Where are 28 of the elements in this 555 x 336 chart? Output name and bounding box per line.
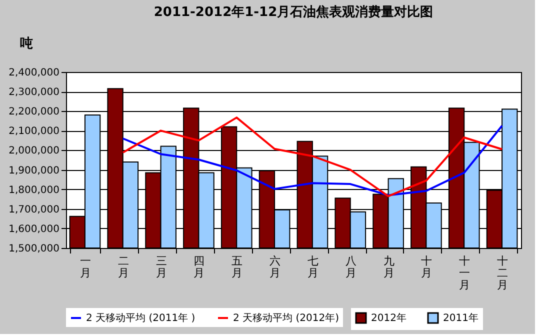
x-tick-label: 九月 xyxy=(383,254,394,280)
x-tick-label: 十月 xyxy=(421,254,432,280)
y-tick-label: 1,500,000 xyxy=(8,244,60,254)
x-tick-label: 七月 xyxy=(307,254,318,280)
chart-title: 2011-2012年1-12月石油焦表观消费量对比图 xyxy=(154,5,434,20)
x-tick-label: 三月 xyxy=(156,254,167,280)
x-tick-label: 一月 xyxy=(80,254,91,280)
x-tick-label: 四月 xyxy=(194,254,205,280)
y-tick-label: 1,700,000 xyxy=(8,204,60,216)
y-tick-label: 1,900,000 xyxy=(8,165,60,176)
x-tick-label: 二月 xyxy=(118,254,129,280)
y-tick-label: 1,800,000 xyxy=(8,184,60,196)
x-tick-label: 十一月 xyxy=(459,254,470,292)
x-tick-label: 六月 xyxy=(270,254,281,280)
y-tick-label: 2,300,000 xyxy=(8,87,60,98)
legend-label: 2 天移动平均 (2012年) xyxy=(233,312,340,324)
x-tick-label: 五月 xyxy=(232,254,243,280)
y-tick-label: 2,000,000 xyxy=(8,146,60,157)
y-tick-label: 2,100,000 xyxy=(8,126,60,138)
y-tick-label: 2,400,000 xyxy=(8,68,60,78)
legend-label: 2011年 xyxy=(443,312,478,324)
y-tick-label: 2,200,000 xyxy=(8,106,60,118)
y-tick-label: 1,600,000 xyxy=(8,224,60,235)
legend-label: 2012年 xyxy=(371,312,406,324)
y-axis-title: 吨 xyxy=(20,36,33,52)
x-tick-label: 八月 xyxy=(345,254,356,280)
x-tick-label: 十二月 xyxy=(497,254,508,292)
legend-label: 2 天移动平均 (2011年 ) xyxy=(86,312,196,324)
